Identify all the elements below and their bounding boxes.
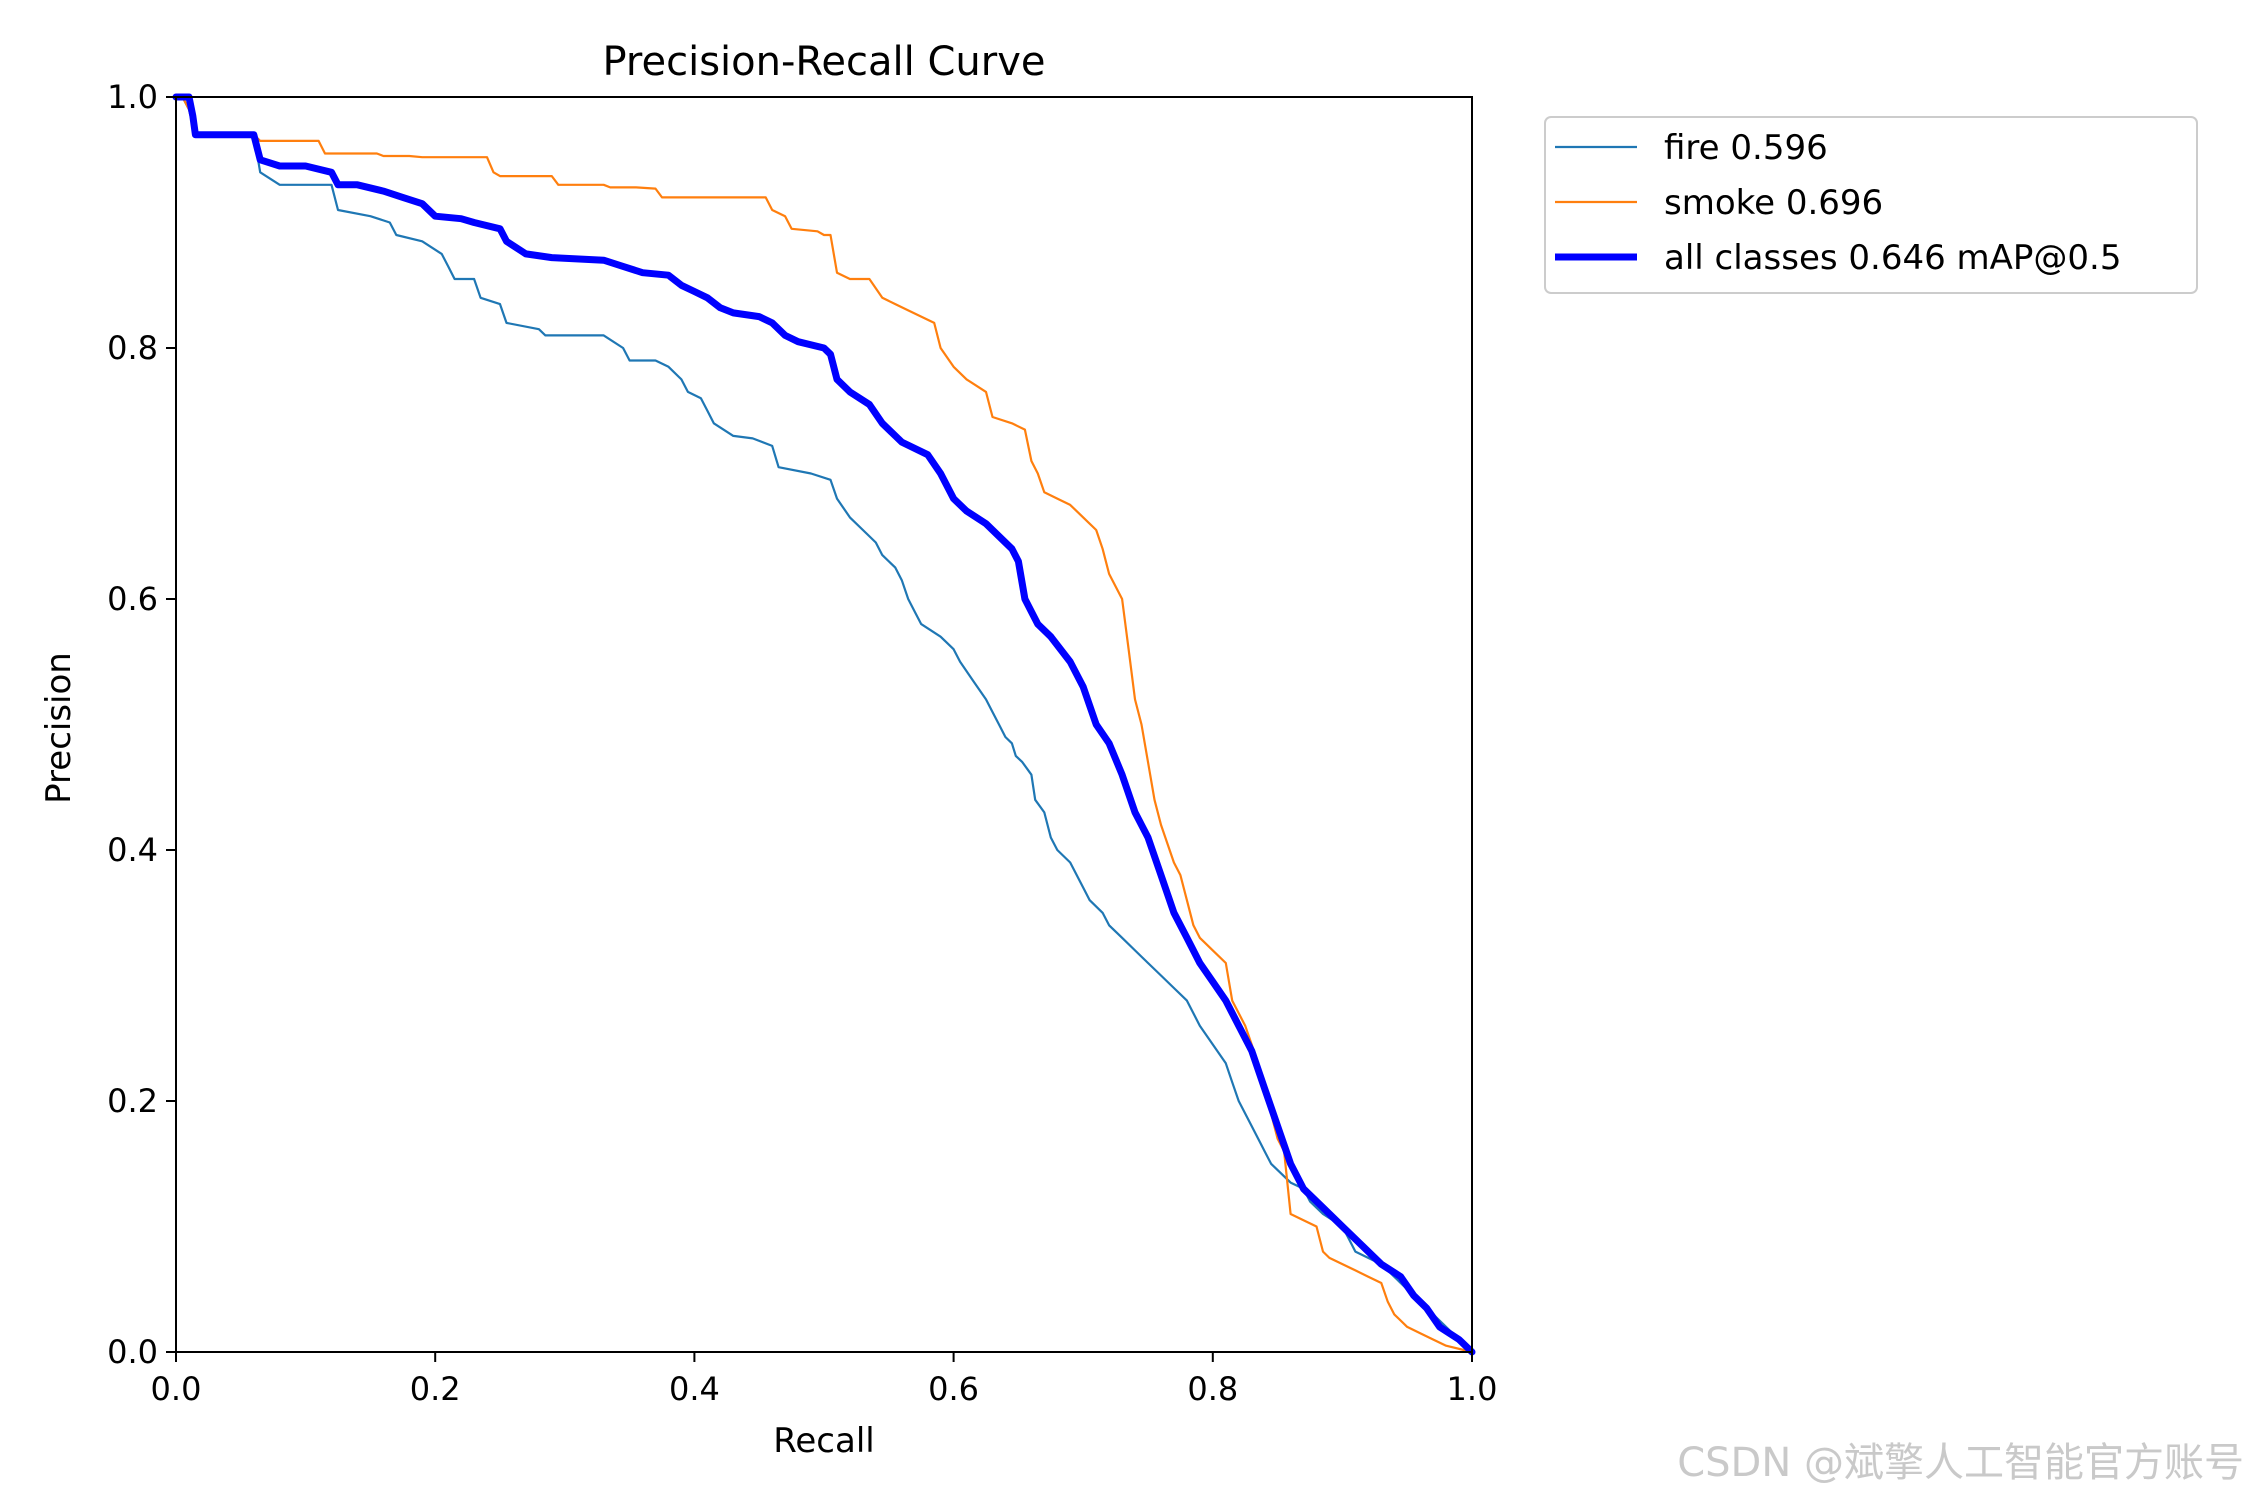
x-axis-label: Recall <box>773 1421 874 1461</box>
y-tick-label: 0.8 <box>107 329 158 367</box>
watermark-text: CSDN @斌擎人工智能官方账号 <box>1677 1440 2244 1486</box>
series-line-fire <box>174 95 1474 1354</box>
x-tick-label: 0.8 <box>1187 1370 1238 1408</box>
series-layer <box>172 93 1476 1356</box>
series-line-all-classes <box>172 93 1476 1356</box>
chart-title: Precision-Recall Curve <box>603 39 1046 85</box>
x-tick-label: 0.0 <box>151 1370 202 1408</box>
y-tick-label: 0.0 <box>107 1333 158 1371</box>
x-tick-label: 1.0 <box>1447 1370 1498 1408</box>
legend: fire 0.596 smoke 0.696 all classes 0.646 m… <box>1544 116 2198 294</box>
legend-label-all-classes: all classes 0.646 mAP@0.5 <box>1664 238 2121 278</box>
legend-label-smoke: smoke 0.696 <box>1664 183 1883 223</box>
x-tick-label: 0.6 <box>928 1370 979 1408</box>
legend-box <box>1544 116 2198 294</box>
y-axis-label: Precision <box>39 652 79 804</box>
x-tick-label: 0.2 <box>410 1370 461 1408</box>
x-tick-label: 0.4 <box>669 1370 720 1408</box>
series-line-smoke <box>174 95 1474 1354</box>
x-axis: 0.0 0.2 0.4 0.6 0.8 1.0 <box>151 1352 1498 1408</box>
y-tick-label: 0.6 <box>107 580 158 618</box>
y-tick-label: 0.4 <box>107 831 158 869</box>
y-tick-label: 0.2 <box>107 1082 158 1120</box>
plot-area-frame <box>175 96 1473 1353</box>
y-tick-label: 1.0 <box>107 78 158 116</box>
y-axis: 0.0 0.2 0.4 0.6 0.8 1.0 <box>107 78 176 1371</box>
legend-label-fire: fire 0.596 <box>1664 128 1828 168</box>
